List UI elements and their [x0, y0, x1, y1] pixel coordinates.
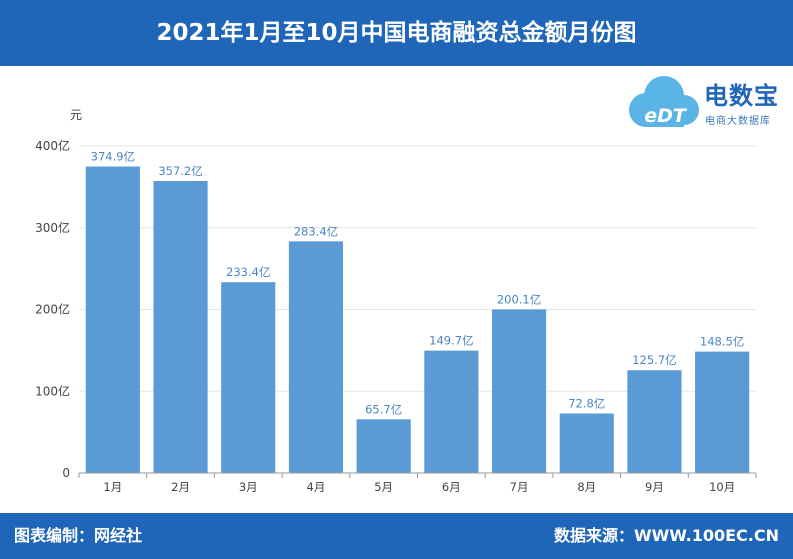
- x-tick-label: 9月: [645, 480, 664, 494]
- x-tick-label: 5月: [374, 480, 393, 494]
- bar: [695, 351, 750, 473]
- bar: [221, 282, 276, 473]
- y-tick-label: 300亿: [35, 220, 70, 235]
- bar: [288, 241, 344, 473]
- bar-value-label: 72.8亿: [568, 396, 605, 410]
- bar: [424, 350, 479, 473]
- bars: [85, 166, 750, 473]
- bar-value-label: 283.4亿: [294, 224, 338, 238]
- footer-bar: 图表编制：网经社 数据来源：WWW.100EC.CN: [0, 513, 793, 559]
- x-tick-label: 10月: [709, 480, 735, 494]
- footer-credit: 图表编制：网经社: [14, 526, 143, 545]
- bar: [559, 413, 614, 473]
- x-tick-label: 3月: [239, 480, 258, 494]
- bar-value-label: 374.9亿: [91, 150, 135, 164]
- x-tick-label: 4月: [307, 480, 326, 494]
- brand-logo: eDT 电数宝 电商大数据库: [624, 72, 789, 136]
- chart-title: 2021年1月至10月中国电商融资总金额月份图: [156, 20, 637, 46]
- cloud-logo-icon: eDT: [629, 76, 699, 127]
- y-axis-ticks: 0 100亿 200亿 300亿 400亿: [35, 138, 70, 480]
- bar-chart: 0 100亿 200亿 300亿 400亿 元 374.9亿 357.2亿 233.4亿 28…: [35, 108, 757, 494]
- bar: [627, 370, 682, 473]
- bar-value-label: 65.7亿: [365, 402, 402, 416]
- y-axis-label: 元: [70, 108, 82, 122]
- x-axis-ticks: 1月 2月 3月 4月 5月 6月 7月 8月 9月 10月: [78, 473, 757, 494]
- bar: [85, 166, 140, 473]
- x-tick-label: 8月: [577, 480, 596, 494]
- footer-source: 数据来源：WWW.100EC.CN: [553, 526, 779, 545]
- y-tick-label: 100亿: [35, 383, 70, 398]
- logo-name: 电数宝: [704, 82, 779, 110]
- bar-value-label: 357.2亿: [158, 164, 202, 178]
- logo-subtitle: 电商大数据库: [705, 116, 771, 127]
- y-tick-label: 0: [62, 466, 70, 480]
- x-tick-label: 2月: [171, 480, 190, 494]
- bar: [153, 180, 208, 473]
- bar-value-label: 200.1亿: [497, 292, 541, 306]
- logo-mark-text: eDT: [644, 105, 688, 127]
- value-labels: 374.9亿 357.2亿 233.4亿 283.4亿 65.7亿 149.7亿 200.1…: [91, 150, 745, 417]
- bar-value-label: 125.7亿: [632, 353, 676, 367]
- title-bar: 2021年1月至10月中国电商融资总金额月份图: [0, 0, 793, 66]
- bar: [356, 419, 411, 473]
- bar-value-label: 233.4亿: [226, 265, 270, 279]
- y-tick-label: 200亿: [35, 302, 70, 317]
- y-tick-label: 400亿: [35, 138, 70, 153]
- bar-value-label: 149.7亿: [429, 334, 473, 348]
- x-tick-label: 7月: [510, 480, 529, 494]
- x-tick-label: 1月: [103, 480, 122, 494]
- bar-value-label: 148.5亿: [700, 335, 744, 349]
- x-tick-label: 6月: [442, 480, 461, 494]
- bar: [491, 309, 547, 473]
